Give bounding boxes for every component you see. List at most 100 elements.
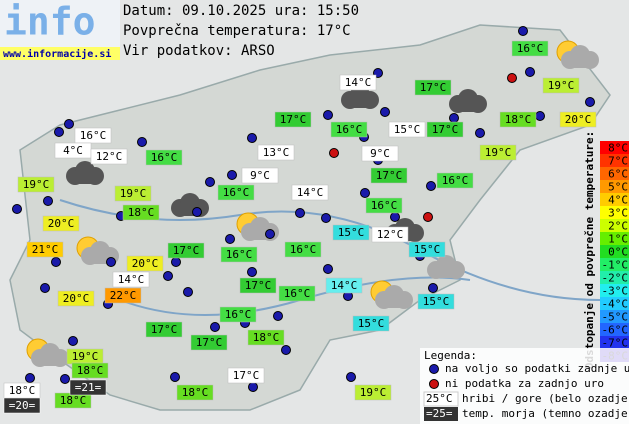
station-temperature: 17°C bbox=[196, 336, 223, 349]
station-temperature: 16°C bbox=[284, 287, 311, 300]
station-temperature: 16°C bbox=[517, 42, 544, 55]
station-label-box bbox=[239, 277, 277, 294]
station-label-box bbox=[332, 224, 370, 241]
station-label-box bbox=[291, 184, 329, 201]
station-dot bbox=[535, 111, 545, 121]
legend-available: na voljo so podatki zadnje ure bbox=[445, 362, 629, 375]
station-dot bbox=[225, 234, 235, 244]
color-scale: 8°C7°C6°C5°C4°C3°C2°C1°C0°C-1°C-2°C-3°C-… bbox=[600, 141, 629, 363]
station-label-box bbox=[426, 121, 464, 138]
scale-label: -6°C bbox=[602, 324, 629, 337]
scale-label: 2°C bbox=[608, 220, 628, 233]
station-dot bbox=[295, 208, 305, 218]
station-dot bbox=[43, 196, 53, 206]
scale-swatch bbox=[600, 167, 629, 180]
station-temperature: 16°C bbox=[290, 243, 317, 256]
station-temperature: 18°C bbox=[505, 113, 532, 126]
cloud-part bbox=[458, 102, 480, 112]
station-temperature: 15°C bbox=[423, 295, 450, 308]
site-url: www.informacije.si bbox=[3, 48, 111, 60]
scale-swatch bbox=[600, 154, 629, 167]
station-temperature: 15°C bbox=[338, 226, 365, 239]
site-box bbox=[0, 47, 120, 60]
station-temperature: 16°C bbox=[226, 248, 253, 261]
station-dot bbox=[390, 212, 400, 222]
station-label-box bbox=[408, 241, 446, 258]
station-label-box bbox=[71, 362, 109, 379]
station-temperature: =20= bbox=[9, 399, 36, 412]
station-label-box bbox=[542, 77, 580, 94]
station-dot bbox=[475, 128, 485, 138]
station-dot bbox=[40, 283, 50, 293]
station-label-box bbox=[278, 285, 316, 302]
station-temperature: 17°C bbox=[420, 81, 447, 94]
station-temperature: 17°C bbox=[151, 323, 178, 336]
scale-label: 5°C bbox=[608, 181, 628, 194]
station-label-box bbox=[257, 144, 295, 161]
station-label-box bbox=[145, 149, 183, 166]
scale-label: -2°C bbox=[602, 272, 629, 285]
station-label-box bbox=[112, 271, 150, 288]
station-dot bbox=[323, 110, 333, 120]
station-dot bbox=[183, 287, 193, 297]
station-label-box bbox=[167, 242, 205, 259]
legend-dot-available bbox=[429, 364, 439, 374]
station-dot bbox=[380, 107, 390, 117]
cloud-part bbox=[40, 356, 62, 366]
station-dot-missing bbox=[507, 73, 517, 83]
station-label-box bbox=[217, 184, 255, 201]
station-label-box bbox=[122, 204, 160, 221]
average-line: Povprečna temperatura: 17°C bbox=[123, 23, 351, 39]
station-dot-missing bbox=[423, 212, 433, 222]
station-dot bbox=[360, 188, 370, 198]
station-temperature: 14°C bbox=[345, 76, 372, 89]
station-dot bbox=[428, 283, 438, 293]
scale-swatch bbox=[600, 180, 629, 193]
station-dot bbox=[426, 181, 436, 191]
station-temperature: 20°C bbox=[63, 292, 90, 305]
legend-hill-box bbox=[423, 391, 459, 407]
scale-swatch bbox=[600, 271, 629, 284]
scale-swatch bbox=[600, 193, 629, 206]
station-label-box bbox=[26, 241, 64, 258]
station-label-box bbox=[69, 379, 107, 396]
cloud-part bbox=[75, 174, 97, 184]
station-temperature: 19°C bbox=[23, 178, 50, 191]
station-dot bbox=[346, 372, 356, 382]
station-temperature: 16°C bbox=[223, 186, 250, 199]
cloud-part bbox=[350, 98, 372, 108]
cloud-part bbox=[180, 206, 202, 216]
station-label-box bbox=[361, 145, 399, 162]
station-dot bbox=[248, 382, 258, 392]
station-dot bbox=[518, 26, 528, 36]
station-temperature: 15°C bbox=[414, 243, 441, 256]
station-label-box bbox=[352, 315, 390, 332]
station-temperature: 20°C bbox=[132, 257, 159, 270]
legend-title: Legenda: bbox=[424, 349, 477, 362]
scale-label: -4°C bbox=[602, 298, 629, 311]
station-label-box bbox=[241, 167, 279, 184]
source-line: Vir podatkov: ARSO bbox=[123, 43, 275, 59]
station-dot bbox=[54, 127, 64, 137]
station-dot bbox=[25, 373, 35, 383]
station-dot bbox=[210, 322, 220, 332]
scale-label: 7°C bbox=[608, 155, 628, 168]
scale-label: -3°C bbox=[602, 285, 629, 298]
cloud-part bbox=[384, 298, 406, 308]
station-label-box bbox=[417, 293, 455, 310]
logo: info bbox=[4, 0, 96, 44]
scale-swatch bbox=[600, 219, 629, 232]
scale-label: 3°C bbox=[608, 207, 628, 220]
station-temperature: 19°C bbox=[72, 350, 99, 363]
date-line: Datum: 09.10.2025 ura: 15:50 bbox=[123, 3, 359, 19]
scale-label: 6°C bbox=[608, 168, 628, 181]
station-label-box bbox=[559, 111, 597, 128]
station-dot bbox=[227, 170, 237, 180]
station-dot bbox=[68, 336, 78, 346]
station-dot bbox=[323, 264, 333, 274]
station-temperature: 20°C bbox=[48, 217, 75, 230]
scale-label: -1°C bbox=[602, 259, 629, 272]
station-dot bbox=[137, 137, 147, 147]
scale-label: -5°C bbox=[602, 311, 629, 324]
